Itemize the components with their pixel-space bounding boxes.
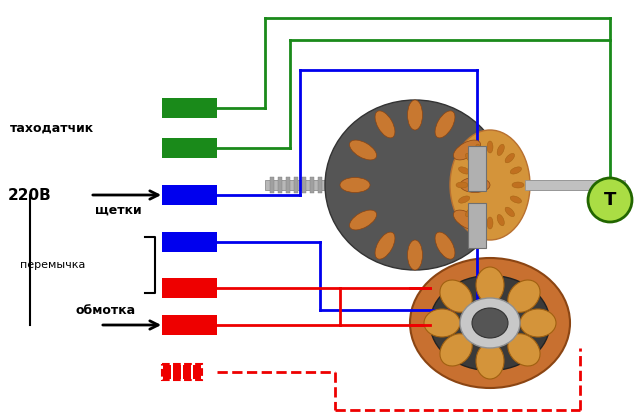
Ellipse shape [508,334,540,366]
Ellipse shape [510,196,522,203]
Ellipse shape [460,298,520,348]
Ellipse shape [375,111,395,138]
Ellipse shape [487,141,493,153]
Ellipse shape [454,140,481,160]
Bar [162,138,217,158]
Bar [278,177,282,193]
Ellipse shape [476,144,483,155]
Text: таходатчик: таходатчик [10,121,94,134]
Bar [162,185,217,205]
Ellipse shape [465,207,475,217]
Ellipse shape [460,178,490,192]
Circle shape [588,178,632,222]
Ellipse shape [454,210,481,230]
Bar [265,180,605,190]
Ellipse shape [340,178,370,192]
Bar [294,177,298,193]
Ellipse shape [487,217,493,229]
Bar [310,177,314,193]
Ellipse shape [410,258,570,388]
Ellipse shape [435,232,455,259]
Ellipse shape [458,196,470,203]
Ellipse shape [476,343,504,379]
Text: T: T [604,191,616,209]
Ellipse shape [408,100,422,130]
Ellipse shape [349,140,376,160]
Bar [468,145,486,191]
Text: щетки: щетки [95,204,141,216]
Bar [162,315,217,335]
Ellipse shape [458,167,470,174]
Ellipse shape [349,210,376,230]
Ellipse shape [440,280,472,312]
Bar [162,232,217,252]
Ellipse shape [472,308,508,338]
Bar [302,177,306,193]
Bar [286,177,290,193]
Ellipse shape [512,182,524,188]
Ellipse shape [450,130,530,240]
Text: обмотка: обмотка [75,304,135,317]
Bar [163,365,171,379]
Bar [326,177,330,193]
Bar [162,98,217,118]
Bar [173,365,181,379]
Ellipse shape [505,153,515,163]
Ellipse shape [424,309,460,337]
Ellipse shape [440,334,472,366]
Text: 220В: 220В [8,187,52,202]
Ellipse shape [508,280,540,312]
Bar [318,177,322,193]
Ellipse shape [435,111,455,138]
Ellipse shape [497,144,504,155]
Bar [525,180,625,190]
Ellipse shape [520,309,556,337]
Bar [183,365,191,379]
Ellipse shape [497,215,504,226]
Bar [193,365,201,379]
Ellipse shape [325,100,505,270]
Ellipse shape [456,182,468,188]
Bar [162,278,217,298]
Ellipse shape [505,207,515,217]
Ellipse shape [375,232,395,259]
Bar [468,202,486,247]
Ellipse shape [465,153,475,163]
Ellipse shape [476,215,483,226]
Ellipse shape [476,267,504,303]
Ellipse shape [408,240,422,270]
Ellipse shape [510,167,522,174]
Bar [265,75,605,270]
Text: перемычка: перемычка [20,260,85,270]
Bar [270,177,274,193]
Ellipse shape [430,276,550,370]
